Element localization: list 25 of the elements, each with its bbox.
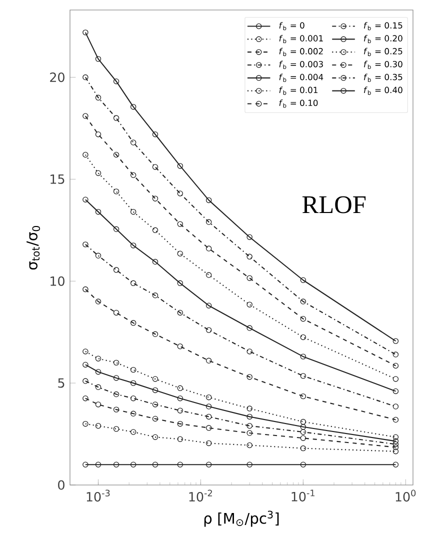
legend-label: f$_{b}$ = 0.40 (364, 86, 402, 95)
legend-label: f$_{b}$ = 0.30 (364, 60, 402, 69)
y-tick-label: 10 (50, 276, 64, 286)
legend-label: f$_{b}$ = 0.001 (279, 34, 323, 44)
x-tick-label: 10$^{0}$ (396, 490, 416, 502)
legend-label: f$_{b}$ = 0.25 (364, 48, 402, 56)
y-tick-label: 0 (58, 480, 64, 490)
y-tick-label: 15 (50, 174, 64, 184)
legend-label: f$_{b}$ = 0.20 (364, 34, 402, 44)
x-axis-title: ρ [M$_{⊙}$/pc$^{3}$] (204, 510, 279, 527)
y-axis-title: σ$_{tot}$/σ$_{0}$ (26, 226, 40, 270)
legend-label: f$_{b}$ = 0.01 (279, 86, 318, 95)
legend-label: f$_{b}$ = 0.004 (279, 74, 324, 82)
x-tick-label: 10$^{-1}$ (292, 490, 315, 502)
legend-label: f$_{b}$ = 0 (279, 22, 304, 30)
y-tick-label: 5 (58, 378, 64, 388)
legend-label: f$_{b}$ = 0.10 (279, 100, 318, 108)
legend-label: f$_{b}$ = 0.35 (364, 74, 402, 82)
legend-label: f$_{b}$ = 0.003 (279, 60, 323, 69)
legend-label: f$_{b}$ = 0.15 (364, 22, 402, 30)
annotation: RLOF (302, 196, 366, 214)
y-tick-label: 20 (50, 72, 64, 82)
x-tick-label: 10$^{-2}$ (189, 490, 212, 502)
x-tick-label: 10$^{-3}$ (86, 490, 110, 502)
legend-label: f$_{b}$ = 0.002 (279, 48, 323, 56)
